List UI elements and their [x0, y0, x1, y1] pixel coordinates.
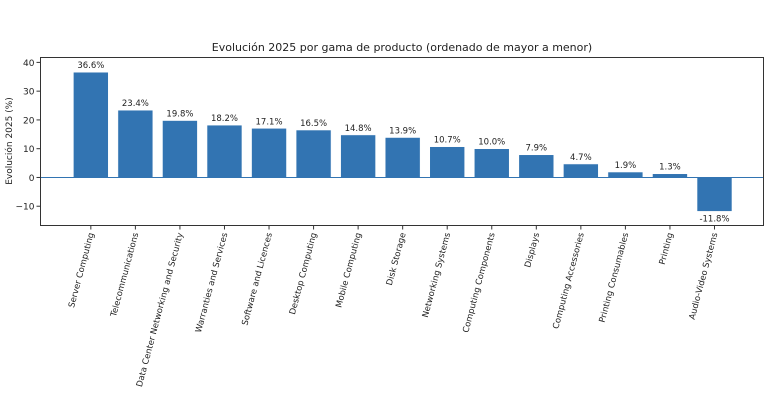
bar — [117, 109, 154, 178]
x-tick-label: Displays — [523, 231, 542, 269]
plot-frame — [40, 57, 764, 226]
data-label: 16.5% — [300, 119, 327, 129]
y-tick-label: 30 — [23, 88, 35, 98]
y-ticks: −10 0 10 20 30 40 — [16, 59, 41, 213]
data-label: 23.4% — [122, 99, 149, 109]
data-label: 14.8% — [345, 124, 372, 134]
x-tick-label: Computing Components — [461, 231, 498, 334]
data-label: 1.3% — [659, 163, 681, 173]
x-tick-label: Computing Accessories — [551, 231, 586, 330]
y-tick-label: −10 — [16, 203, 35, 213]
bar — [206, 124, 243, 178]
bar — [429, 146, 466, 178]
x-tick-label: Disk Storage — [385, 232, 409, 287]
data-label: 13.9% — [389, 126, 416, 136]
bar — [652, 173, 688, 178]
bar — [473, 148, 510, 178]
x-tick-label: Software and Licences — [241, 231, 276, 326]
x-tick-label: Data Center Networking and Security — [135, 232, 186, 388]
y-tick-label: 20 — [23, 116, 35, 126]
data-label: 17.1% — [256, 117, 283, 127]
bar — [340, 134, 376, 178]
data-label: -11.8% — [699, 214, 729, 224]
x-tick-label: Printing — [658, 232, 676, 266]
bar — [563, 163, 599, 178]
x-tick-label: Server Computing — [67, 232, 97, 309]
bars — [40, 71, 764, 212]
chart-title: Evolución 2025 por gama de producto (ord… — [212, 41, 592, 54]
y-tick-label: 40 — [23, 59, 35, 69]
y-tick-label: 0 — [29, 174, 35, 184]
bar — [73, 71, 109, 178]
bar — [295, 129, 332, 178]
bar — [518, 154, 555, 178]
x-tick-label: Networking Systems — [421, 231, 453, 319]
data-label: 1.9% — [615, 161, 637, 171]
bar — [384, 137, 421, 178]
x-tick-label: Audio-Video Systems — [688, 231, 721, 321]
bar — [607, 171, 644, 178]
x-tick-label: Telecommunications — [109, 231, 142, 319]
bar — [251, 127, 287, 178]
y-axis-label: Evolución 2025 (%) — [4, 97, 15, 185]
data-label: 10.0% — [478, 138, 505, 148]
data-label: 7.9% — [526, 144, 548, 154]
data-labels: 36.6% 23.4% 19.8% 18.2% 17.1% 16.5% 14.8% 13.9%… — [77, 61, 729, 224]
bar — [696, 177, 733, 212]
x-tick-label: Warranties and Services — [194, 231, 230, 334]
data-label: 19.8% — [166, 110, 193, 120]
data-label: 36.6% — [77, 61, 104, 71]
x-tick-label: Desktop Computing — [288, 232, 320, 316]
bar — [162, 120, 198, 178]
data-label: 10.7% — [434, 136, 461, 146]
data-label: 4.7% — [570, 153, 592, 163]
data-label: 18.2% — [211, 114, 238, 124]
x-tick-label: Mobile Computing — [334, 232, 364, 309]
y-tick-label: 10 — [23, 145, 35, 155]
x-tick-label: Printing Consumables — [598, 231, 632, 324]
